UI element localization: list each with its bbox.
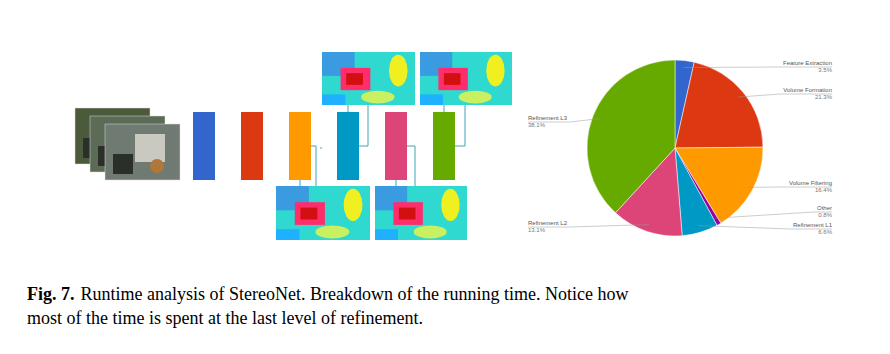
slice-value: 3.5% <box>818 67 832 73</box>
photo-detail <box>135 134 165 162</box>
disparity-region <box>393 202 422 225</box>
network-block <box>385 112 407 180</box>
disparity-region <box>322 94 345 105</box>
disparity-region <box>341 68 371 90</box>
disparity-region <box>414 225 447 238</box>
connector <box>407 146 415 186</box>
slice-value: 38.1% <box>528 122 546 128</box>
disparity-region <box>300 208 317 220</box>
connector <box>455 105 465 146</box>
leader-line <box>528 225 649 227</box>
slice-value: 21.3% <box>815 94 833 100</box>
slice-name: Volume Filtering <box>789 180 832 186</box>
disparity-region <box>438 68 467 90</box>
disparity-map <box>375 186 467 240</box>
connector <box>320 148 322 149</box>
leader-line <box>528 119 600 122</box>
disparity-region <box>375 229 398 240</box>
disparity-background <box>420 52 512 105</box>
disparity-region <box>399 208 416 220</box>
slice-label: Refinement L338.1% <box>528 115 600 128</box>
slice-name: Volume Formation <box>783 87 832 93</box>
connector <box>359 105 368 146</box>
slice-label: Other0.8% <box>715 205 832 218</box>
slice-name: Refinement L3 <box>528 115 568 121</box>
slice-name: Refinement L2 <box>528 220 568 226</box>
disparity-region <box>295 202 325 225</box>
photo-detail <box>150 159 164 173</box>
slice-name: Refinement L1 <box>793 222 833 228</box>
disparity-background <box>322 52 415 105</box>
caption-label: Fig. 7. <box>27 284 75 304</box>
connector <box>348 105 349 112</box>
slice-label: Refinement L16.6% <box>698 222 833 235</box>
slice-name: Feature Extraction <box>783 60 832 66</box>
caption: Fig. 7. Runtime analysis of StereoNet. Br… <box>27 284 628 328</box>
slice-value: 0.8% <box>818 212 832 218</box>
connector <box>300 180 301 186</box>
slices <box>587 60 763 236</box>
pie-slice <box>675 62 763 148</box>
leader-line <box>746 187 832 188</box>
figure: Feature Extraction3.5% Volume Formation21… <box>0 0 890 354</box>
data-labels: Feature Extraction3.5% Volume Formation21… <box>528 60 833 235</box>
connector <box>444 105 445 112</box>
caption-text: Runtime analysis of StereoNet. Breakdown… <box>81 284 629 304</box>
network-block <box>433 112 455 180</box>
connector <box>396 180 397 186</box>
slice-value: 13.1% <box>528 227 546 233</box>
disparity-map <box>420 52 512 105</box>
photo-frame <box>105 124 180 180</box>
network-block <box>337 112 359 180</box>
disparity-region <box>486 55 504 87</box>
disparity-region <box>276 229 300 240</box>
disparity-region <box>389 55 408 87</box>
disparity-map <box>322 52 415 105</box>
leader-line <box>684 67 832 69</box>
slice-label: Volume Formation21.3% <box>738 87 833 100</box>
connector <box>311 146 316 186</box>
disparity-map <box>276 186 370 240</box>
network-block <box>193 112 215 180</box>
disparity-region <box>346 73 363 85</box>
network-block <box>289 112 311 180</box>
slice-label: Volume Filtering16.4% <box>746 180 833 193</box>
pie-chart <box>587 60 763 236</box>
slice-label: Feature Extraction3.5% <box>684 60 833 73</box>
input-image <box>105 124 180 180</box>
pie-slice <box>587 60 675 213</box>
disparity-region <box>420 94 443 105</box>
disparity-region <box>459 91 492 104</box>
disparity-region <box>441 189 459 221</box>
leader-line <box>698 226 832 229</box>
network-block <box>241 112 263 180</box>
disparity-region <box>315 225 349 238</box>
disparity-background <box>375 186 467 240</box>
leader-line <box>715 212 832 218</box>
slice-value: 6.6% <box>818 229 832 235</box>
disparity-background <box>276 186 370 240</box>
slice-name: Other <box>817 205 832 211</box>
slice-value: 16.4% <box>815 187 833 193</box>
caption-line: Fig. 7. Runtime analysis of StereoNet. Br… <box>27 284 628 304</box>
caption-line: most of the time is spent at the last le… <box>27 308 423 328</box>
disparity-region <box>444 73 461 85</box>
photo-detail <box>113 154 133 174</box>
network-diagram <box>75 52 512 240</box>
disparity-region <box>344 189 363 221</box>
disparity-region <box>361 91 394 104</box>
leader-line <box>738 94 832 97</box>
slice-label: Refinement L213.1% <box>528 220 649 233</box>
